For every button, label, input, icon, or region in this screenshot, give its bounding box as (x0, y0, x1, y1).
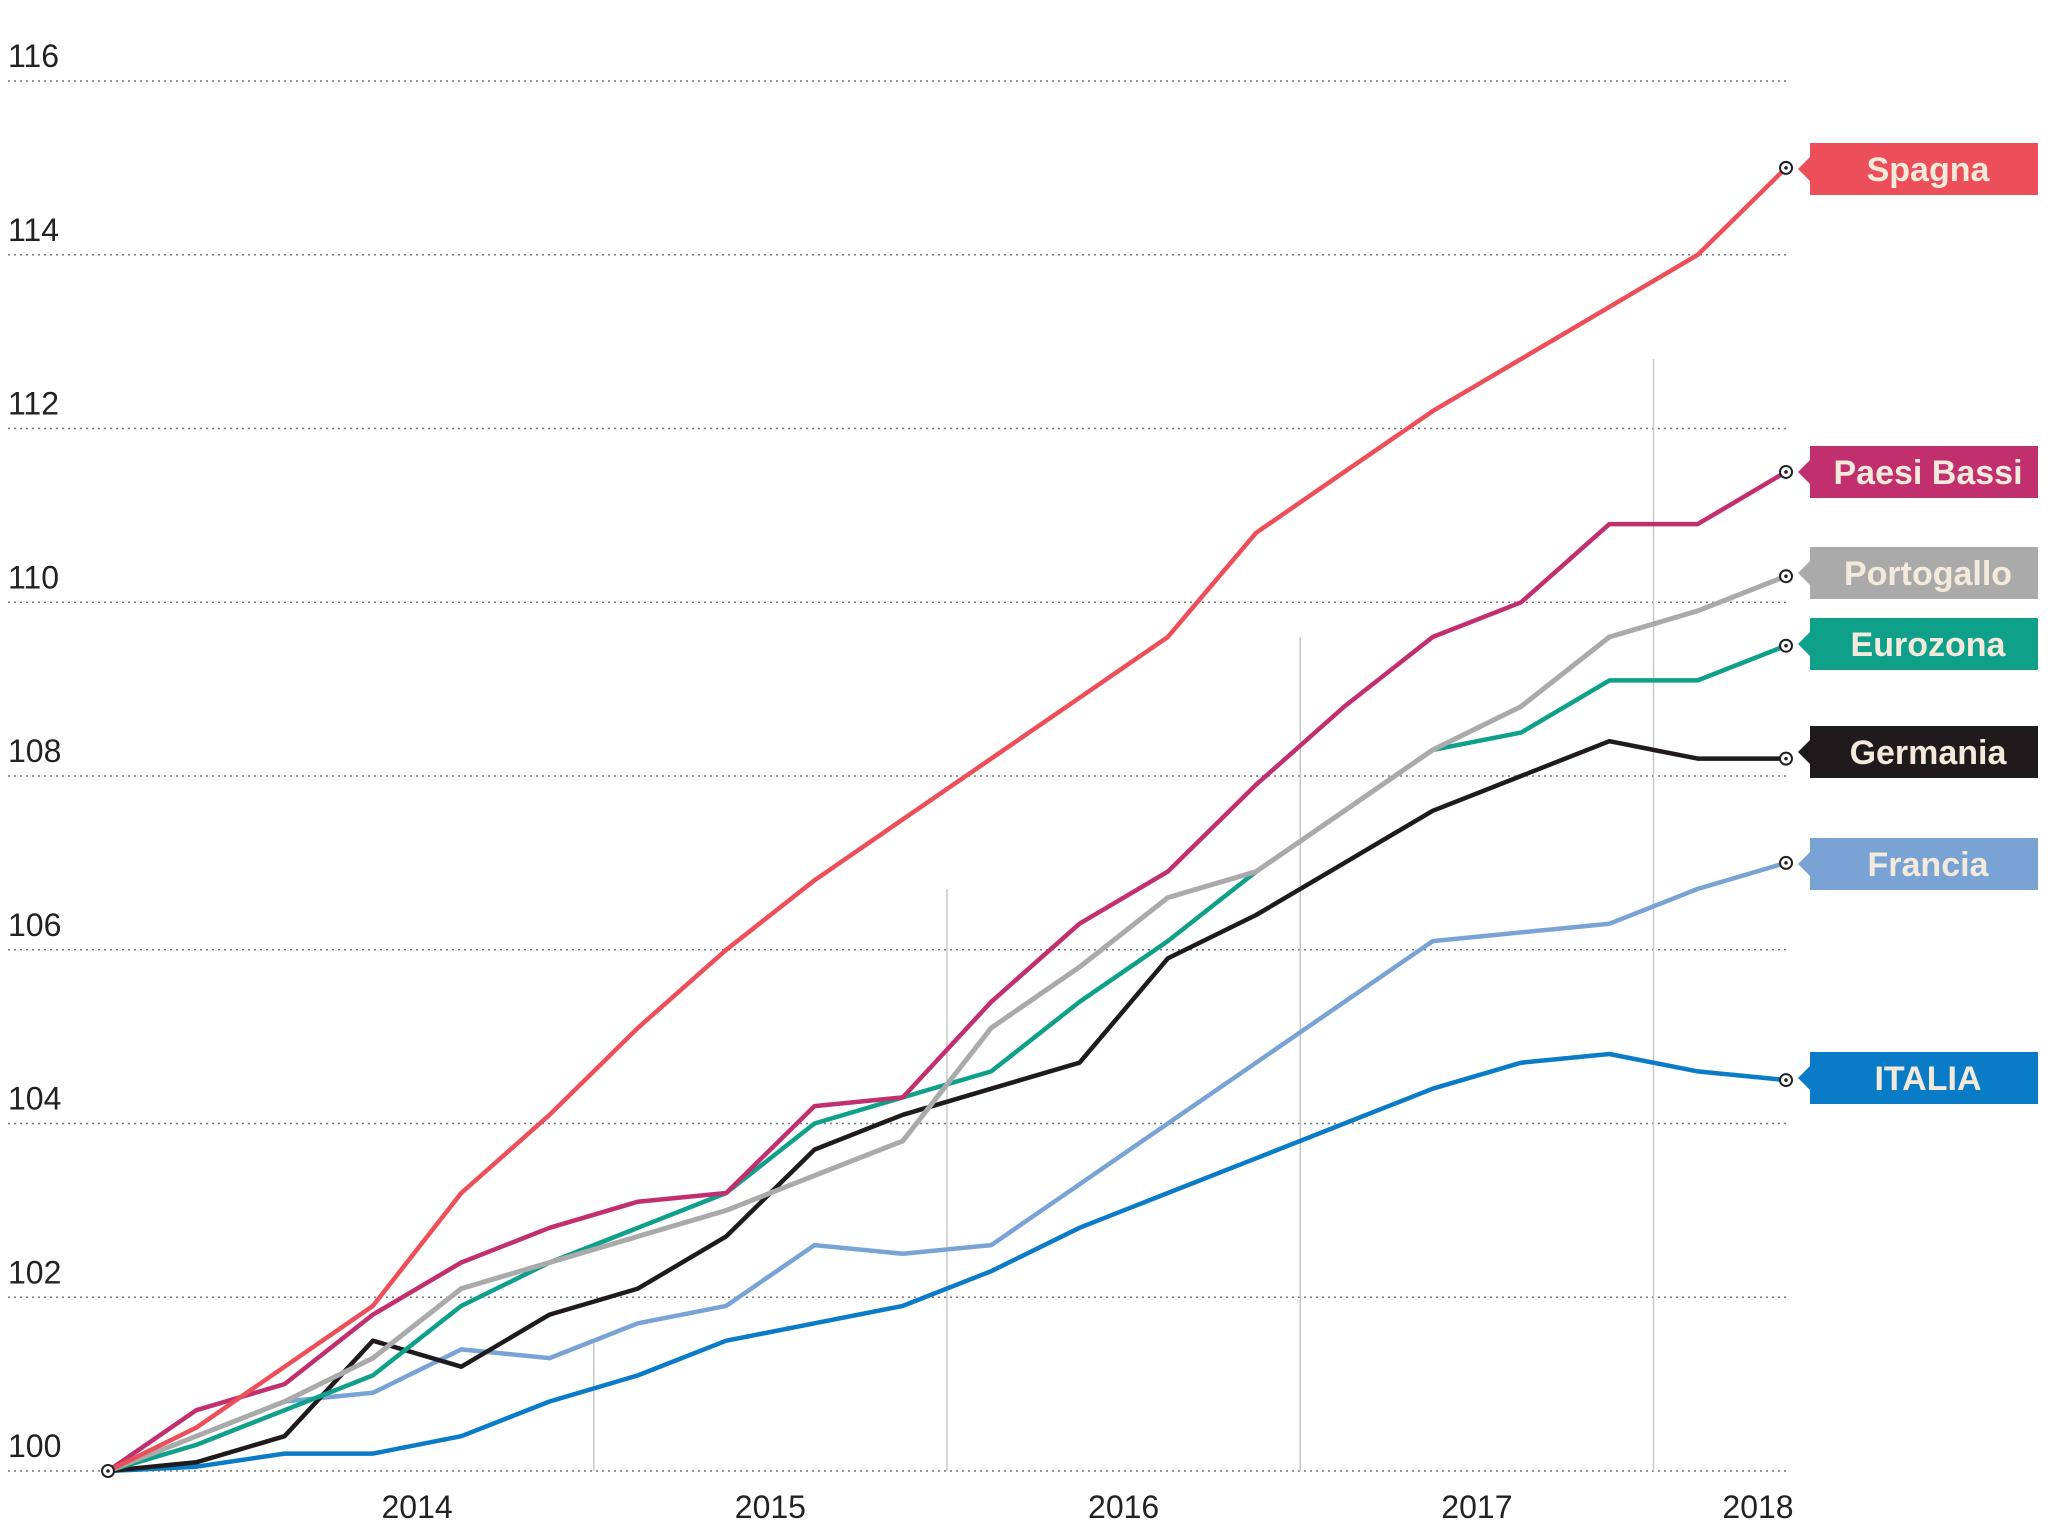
series-label: Portogallo (1844, 555, 2012, 593)
y-tick-label: 102 (8, 1254, 61, 1290)
y-tick-label: 104 (8, 1081, 61, 1117)
x-tick-label: 2018 (1722, 1489, 1793, 1525)
series-line-spagna (105, 165, 1789, 1474)
y-tick-label: 112 (8, 386, 59, 422)
end-label-box (1798, 726, 2038, 778)
x-tick-label: 2015 (735, 1489, 806, 1525)
series-line-italia (105, 1051, 1789, 1474)
series-label: Spagna (1867, 151, 1991, 189)
endpoint-dot (1784, 1078, 1788, 1082)
endpoint-dot (1784, 756, 1788, 761)
x-tick-label: 2016 (1088, 1489, 1159, 1525)
series-end-labels: Spagna Paesi Bassi Portogallo Eurozona Germa… (101, 143, 2038, 1478)
series-label: Eurozona (1851, 626, 2007, 664)
series-line-francia (105, 860, 1789, 1474)
series-label: Francia (1868, 846, 1990, 884)
end-label-box (1798, 1052, 2038, 1104)
start-point-dot (106, 1469, 110, 1473)
y-tick-label: 108 (8, 733, 61, 769)
y-axis-ticks: 100 102 104 106 108 110 112 114 116 (8, 38, 61, 1464)
endpoint-dot (1784, 643, 1788, 648)
series-line-paesi-bassi (105, 469, 1789, 1474)
x-axis-ticks: 2014 2015 2016 2017 2018 (382, 1489, 1794, 1525)
end-label-box (1798, 838, 2038, 890)
end-label-box (1798, 618, 2038, 670)
series-label: Germania (1850, 734, 2008, 772)
series-label: Paesi Bassi (1833, 454, 2022, 492)
end-label-box (1798, 446, 2038, 498)
series-line-portogallo (105, 573, 1789, 1474)
endpoint-dot (1784, 470, 1788, 474)
series-lines (105, 165, 1789, 1474)
endpoint-dot (1784, 166, 1788, 170)
x-tick-label: 2017 (1441, 1489, 1512, 1525)
y-tick-label: 106 (8, 907, 61, 943)
y-tick-label: 116 (8, 38, 59, 74)
x-tick-label: 2014 (382, 1489, 453, 1525)
end-label-box (1798, 547, 2038, 599)
year-separators (592, 359, 1655, 1471)
series-label: ITALIA (1874, 1060, 1981, 1098)
y-tick-label: 114 (8, 212, 59, 248)
y-tick-label: 110 (8, 559, 59, 595)
y-tick-label: 100 (8, 1428, 61, 1464)
end-label-box (1798, 143, 2038, 195)
endpoint-dot (1784, 861, 1788, 865)
endpoint-dot (1784, 574, 1788, 578)
